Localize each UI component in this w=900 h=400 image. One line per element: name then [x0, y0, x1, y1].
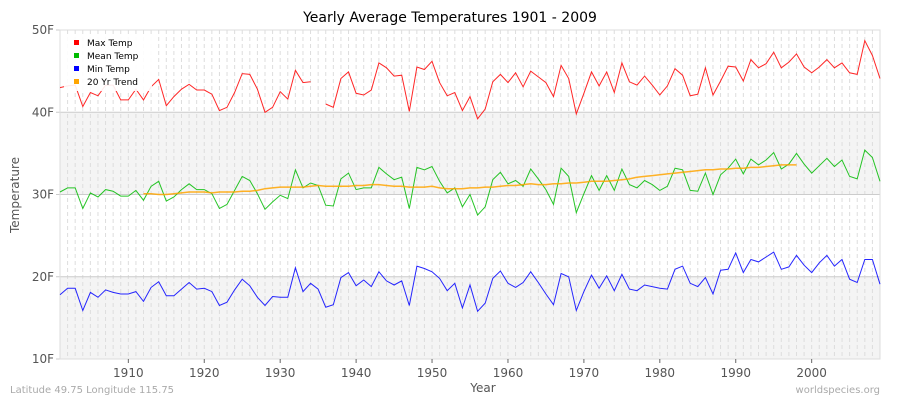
x-tick-label: 1960: [493, 366, 524, 380]
y-tick-label: 50F: [32, 23, 54, 37]
legend-label-min-temp: Min Temp: [87, 65, 130, 75]
legend: Max Temp Mean Temp Min Temp 20 Yr Trend: [64, 35, 152, 91]
legend-swatch-max-temp: [74, 40, 79, 45]
x-tick-label: 1980: [645, 366, 676, 380]
x-tick-label: 1950: [417, 366, 448, 380]
x-axis-label: Year: [469, 381, 495, 395]
x-tick-label: 1920: [189, 366, 220, 380]
series-line-mean-temp: [59, 149, 881, 217]
location-caption: Latitude 49.75 Longitude 115.75: [10, 385, 174, 396]
plot-border: [59, 29, 881, 360]
chart-title: Yearly Average Temperatures 1901 - 2009: [302, 10, 597, 26]
x-tick-label: 1970: [569, 366, 600, 380]
grid-band: [60, 30, 880, 113]
legend-swatch-mean-temp: [74, 53, 79, 58]
y-axis-label: Temperature: [8, 157, 22, 234]
y-tick-label: 30F: [32, 188, 54, 202]
x-tick-label: 1930: [265, 366, 296, 380]
legend-label-max-temp: Max Temp: [87, 39, 133, 49]
source-caption: worldspecies.org: [796, 385, 880, 396]
legend-swatch-20-yr-trend: [74, 79, 79, 84]
series-line-max-temp: [325, 39, 881, 120]
series-line-20-yr-trend: [143, 164, 797, 196]
legend-swatch-min-temp: [74, 66, 79, 71]
legend-label-20-yr-trend: 20 Yr Trend: [87, 78, 138, 88]
x-tick-label: 1990: [720, 366, 751, 380]
x-tick-label: 1940: [341, 366, 372, 380]
y-tick-label: 20F: [32, 270, 54, 284]
y-tick-label: 10F: [32, 352, 54, 366]
series-line-min-temp: [59, 251, 881, 313]
x-tick-label: 2000: [796, 366, 827, 380]
x-tick-label: 1910: [113, 366, 144, 380]
y-tick-label: 40F: [32, 105, 54, 119]
legend-label-mean-temp: Mean Temp: [87, 52, 139, 62]
